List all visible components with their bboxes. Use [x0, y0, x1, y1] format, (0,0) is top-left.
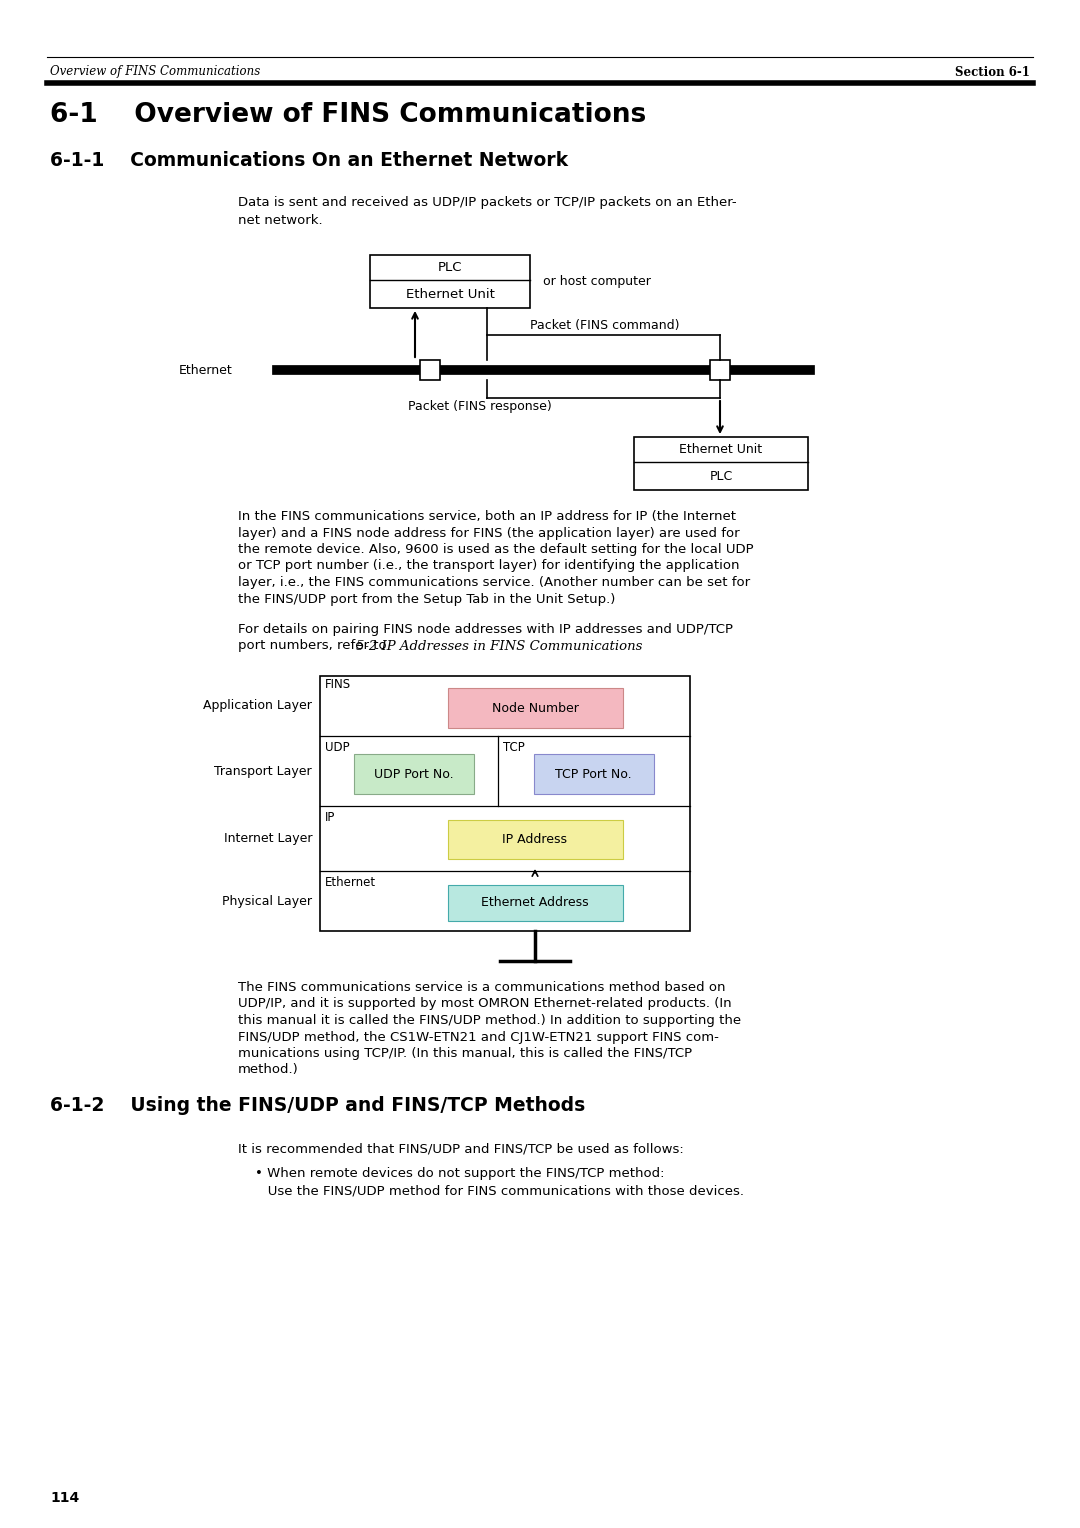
- Bar: [354, 753, 474, 795]
- Text: .: .: [552, 640, 555, 652]
- Text: Data is sent and received as UDP/IP packets or TCP/IP packets on an Ether-
net n: Data is sent and received as UDP/IP pack…: [238, 196, 737, 228]
- Bar: [447, 688, 622, 727]
- Bar: [534, 753, 653, 795]
- Text: UDP Port No.: UDP Port No.: [374, 767, 454, 781]
- Text: PLC: PLC: [437, 261, 462, 274]
- Text: Internet Layer: Internet Layer: [224, 833, 312, 845]
- Text: Ethernet Unit: Ethernet Unit: [679, 443, 762, 455]
- Text: Section 6-1: Section 6-1: [955, 66, 1030, 78]
- Text: FINS/UDP method, the CS1W-ETN21 and CJ1W-ETN21 support FINS com-: FINS/UDP method, the CS1W-ETN21 and CJ1W…: [238, 1030, 719, 1044]
- Text: layer) and a FINS node address for FINS (the application layer) are used for: layer) and a FINS node address for FINS …: [238, 527, 740, 539]
- Text: Overview of FINS Communications: Overview of FINS Communications: [50, 66, 260, 78]
- Text: 5-2 IP Addresses in FINS Communications: 5-2 IP Addresses in FINS Communications: [356, 640, 643, 652]
- Text: munications using TCP/IP. (In this manual, this is called the FINS/TCP: munications using TCP/IP. (In this manua…: [238, 1047, 692, 1060]
- Text: or TCP port number (i.e., the transport layer) for identifying the application: or TCP port number (i.e., the transport …: [238, 559, 740, 573]
- Text: Ethernet Address: Ethernet Address: [482, 897, 589, 909]
- Text: port numbers, refer to: port numbers, refer to: [238, 640, 391, 652]
- Text: the FINS/UDP port from the Setup Tab in the Unit Setup.): the FINS/UDP port from the Setup Tab in …: [238, 593, 616, 605]
- Text: layer, i.e., the FINS communications service. (Another number can be set for: layer, i.e., the FINS communications ser…: [238, 576, 751, 588]
- Text: It is recommended that FINS/UDP and FINS/TCP be used as follows:: It is recommended that FINS/UDP and FINS…: [238, 1143, 684, 1157]
- Text: In the FINS communications service, both an IP address for IP (the Internet: In the FINS communications service, both…: [238, 510, 735, 523]
- Text: TCP Port No.: TCP Port No.: [555, 767, 632, 781]
- Text: For details on pairing FINS node addresses with IP addresses and UDP/TCP: For details on pairing FINS node address…: [238, 623, 733, 636]
- Text: this manual it is called the FINS/UDP method.) In addition to supporting the: this manual it is called the FINS/UDP me…: [238, 1015, 741, 1027]
- Text: or host computer: or host computer: [543, 275, 651, 287]
- Bar: [634, 437, 808, 490]
- Bar: [370, 255, 530, 309]
- Text: 6-1-2    Using the FINS/UDP and FINS/TCP Methods: 6-1-2 Using the FINS/UDP and FINS/TCP Me…: [50, 1096, 585, 1115]
- Text: PLC: PLC: [710, 469, 732, 483]
- Bar: [447, 821, 622, 859]
- Bar: [320, 675, 690, 931]
- Text: IP: IP: [325, 811, 336, 824]
- Text: UDP/IP, and it is supported by most OMRON Ethernet-related products. (In: UDP/IP, and it is supported by most OMRO…: [238, 998, 731, 1010]
- Text: Application Layer: Application Layer: [203, 700, 312, 712]
- Bar: [447, 885, 622, 921]
- Bar: [420, 361, 440, 380]
- Text: 6-1-1    Communications On an Ethernet Network: 6-1-1 Communications On an Ethernet Netw…: [50, 151, 568, 170]
- Text: method.): method.): [238, 1063, 299, 1077]
- Text: 6-1    Overview of FINS Communications: 6-1 Overview of FINS Communications: [50, 102, 646, 128]
- Text: Ethernet: Ethernet: [179, 364, 233, 376]
- Text: Packet (FINS response): Packet (FINS response): [408, 400, 552, 413]
- Text: 114: 114: [50, 1491, 79, 1505]
- Text: Use the FINS/UDP method for FINS communications with those devices.: Use the FINS/UDP method for FINS communi…: [255, 1184, 744, 1196]
- Text: Ethernet: Ethernet: [325, 876, 376, 889]
- Text: • When remote devices do not support the FINS/TCP method:: • When remote devices do not support the…: [255, 1167, 664, 1181]
- Bar: [710, 361, 730, 380]
- Text: Physical Layer: Physical Layer: [222, 894, 312, 908]
- Text: Ethernet Unit: Ethernet Unit: [406, 287, 495, 301]
- Text: UDP: UDP: [325, 741, 350, 753]
- Text: TCP: TCP: [502, 741, 525, 753]
- Text: IP Address: IP Address: [502, 833, 567, 847]
- Text: FINS: FINS: [325, 678, 351, 691]
- Text: Node Number: Node Number: [491, 701, 579, 715]
- Text: Transport Layer: Transport Layer: [214, 764, 312, 778]
- Text: The FINS communications service is a communications method based on: The FINS communications service is a com…: [238, 981, 726, 995]
- Text: Packet (FINS command): Packet (FINS command): [530, 319, 679, 332]
- Text: the remote device. Also, 9600 is used as the default setting for the local UDP: the remote device. Also, 9600 is used as…: [238, 542, 754, 556]
